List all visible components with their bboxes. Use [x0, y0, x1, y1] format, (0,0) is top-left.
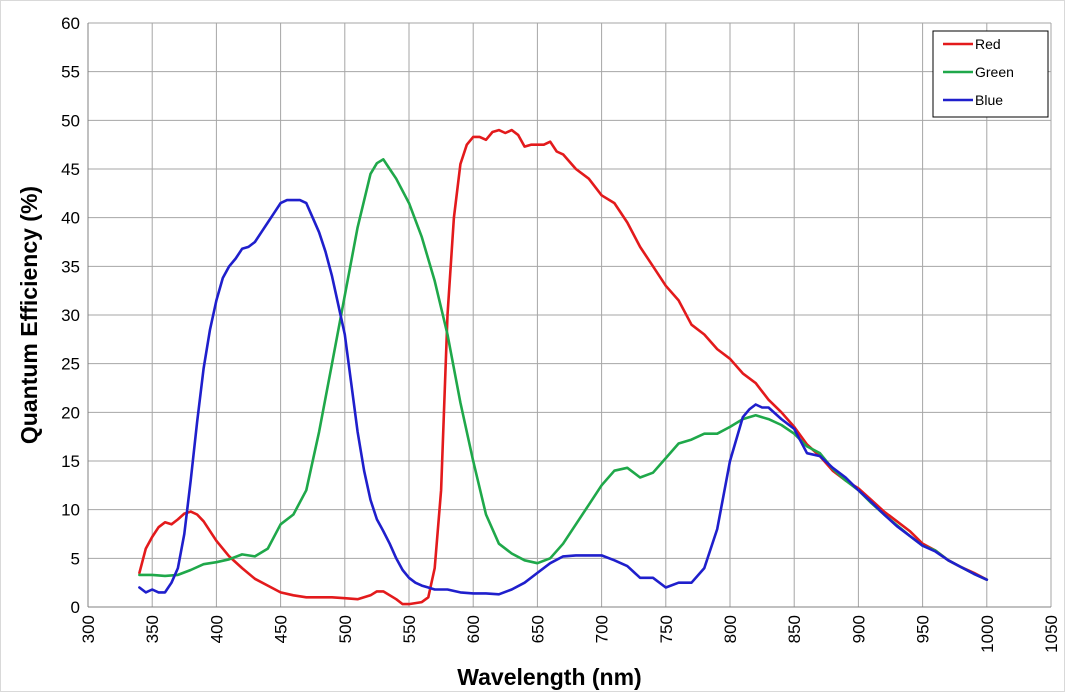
legend-label-red: Red: [975, 36, 1001, 52]
y-axis-title: Quantum Efficiency (%): [16, 186, 42, 444]
x-tick-label: 400: [207, 615, 226, 643]
series-line-blue: [138, 198, 989, 596]
y-tick-label: 15: [61, 452, 80, 471]
y-tick-label: 20: [61, 403, 80, 422]
y-tick-label: 50: [61, 111, 80, 130]
y-tick-label: 45: [61, 160, 80, 179]
series-lines: [138, 128, 989, 606]
x-tick-label: 350: [143, 615, 162, 643]
y-tick-label: 30: [61, 306, 80, 325]
y-tick-label: 5: [71, 549, 80, 568]
legend: Red Green Blue: [932, 30, 1049, 118]
y-tick-label: 60: [61, 14, 80, 33]
x-tick-label: 1000: [978, 615, 997, 653]
series-line-green: [138, 158, 989, 581]
y-tick-label: 25: [61, 355, 80, 374]
grid-lines: [87, 22, 1052, 608]
x-tick-label: 700: [593, 615, 612, 643]
y-tick-label: 40: [61, 209, 80, 228]
legend-box: [932, 30, 1049, 118]
y-tick-label: 0: [71, 598, 80, 617]
x-tick-label: 850: [785, 615, 804, 643]
x-tick-label: 650: [528, 615, 547, 643]
axes: 0 5 10 15 20 25 30 35 40 45 50 55 60 300 350 400 450 500 5…: [61, 14, 1061, 653]
x-tick-label: 450: [272, 615, 291, 643]
x-tick-label: 1050: [1042, 615, 1061, 653]
x-tick-label: 900: [849, 615, 868, 643]
legend-label-green: Green: [975, 64, 1014, 80]
y-tick-label: 55: [61, 63, 80, 82]
y-tick-label: 10: [61, 501, 80, 520]
legend-label-blue: Blue: [975, 92, 1003, 108]
x-tick-label: 750: [657, 615, 676, 643]
x-axis-title: Wavelength (nm): [457, 664, 641, 690]
x-tick-label: 550: [400, 615, 419, 643]
x-tick-label: 950: [914, 615, 933, 643]
x-tick-label: 500: [336, 615, 355, 643]
y-tick-label: 35: [61, 257, 80, 276]
x-tick-label: 300: [79, 615, 98, 643]
series-line-red: [138, 128, 989, 606]
x-tick-label: 600: [464, 615, 483, 643]
x-tick-label: 800: [721, 615, 740, 643]
